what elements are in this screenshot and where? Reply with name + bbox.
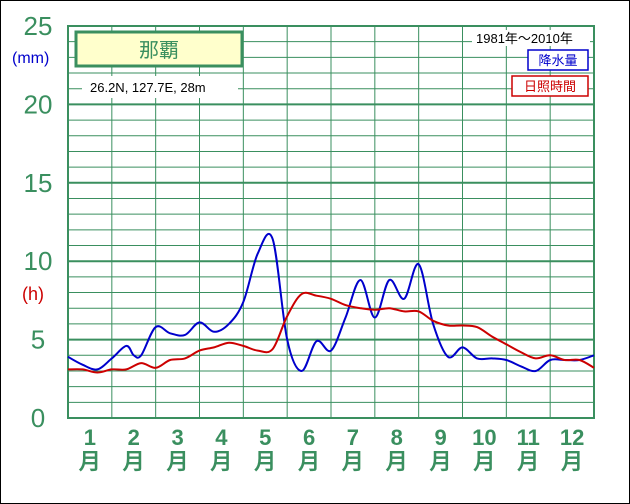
x-tick-month-suffix: 月 [253, 449, 276, 474]
location-box [82, 76, 238, 98]
x-tick-month-number: 3 [171, 425, 183, 450]
y-tick-label: 20 [24, 89, 53, 119]
x-tick-month-suffix: 月 [78, 449, 101, 474]
x-tick-month-suffix: 月 [341, 449, 364, 474]
x-tick-month-suffix: 月 [209, 449, 232, 474]
x-tick-month-suffix: 月 [516, 449, 539, 474]
x-tick-month-suffix: 月 [429, 449, 452, 474]
legend-rain-label: 降水量 [538, 53, 577, 68]
x-tick-month-number: 1 [84, 425, 96, 450]
x-tick-month-suffix: 月 [385, 449, 408, 474]
rain-line [67, 232, 595, 373]
x-tick-month-suffix: 月 [472, 449, 495, 474]
x-tick-month-suffix: 月 [122, 449, 145, 474]
y-tick-label: 15 [24, 168, 53, 198]
sunshine-unit-label: (h) [22, 284, 44, 304]
period-box [472, 30, 590, 46]
x-tick-month-number: 8 [391, 425, 403, 450]
x-tick-month-number: 6 [303, 425, 315, 450]
x-tick-month-suffix: 月 [166, 449, 189, 474]
y-tick-label: 0 [31, 403, 45, 433]
chart-title: 那覇 [139, 40, 179, 62]
y-tick-label: 25 [24, 11, 53, 41]
legend-rain-box [527, 49, 589, 71]
title-box [74, 30, 244, 68]
x-tick-month-suffix: 月 [297, 449, 320, 474]
location-label: 26.2N, 127.7E, 28m [90, 80, 206, 95]
x-tick-month-number: 4 [215, 425, 228, 450]
sunshine-line [67, 291, 595, 374]
x-tick-month-number: 2 [128, 425, 140, 450]
x-tick-month-number: 12 [560, 425, 584, 450]
period-label: 1981年〜2010年 [476, 31, 573, 46]
rain-unit-label: (mm) [12, 50, 49, 67]
legend-sun-label: 日照時間 [524, 79, 576, 94]
x-tick-month-number: 9 [434, 425, 446, 450]
legend-sun-box [511, 75, 589, 97]
x-tick-month-number: 5 [259, 425, 271, 450]
x-tick-month-suffix: 月 [560, 449, 583, 474]
y-tick-label: 5 [31, 325, 45, 355]
y-axis-ticks: 0 5 10 15 20 25 [24, 11, 53, 433]
y-tick-label: 10 [24, 246, 53, 276]
x-tick-month-number: 7 [347, 425, 359, 450]
x-tick-month-number: 11 [517, 425, 540, 450]
x-tick-month-number: 10 [472, 425, 496, 450]
